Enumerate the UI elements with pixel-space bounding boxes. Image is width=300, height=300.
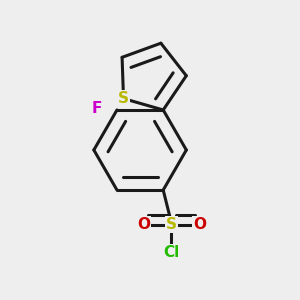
Text: O: O [193,217,206,232]
Text: F: F [92,101,102,116]
Text: Cl: Cl [163,245,180,260]
Text: S: S [166,217,177,232]
Text: O: O [137,217,150,232]
Text: S: S [118,91,129,106]
